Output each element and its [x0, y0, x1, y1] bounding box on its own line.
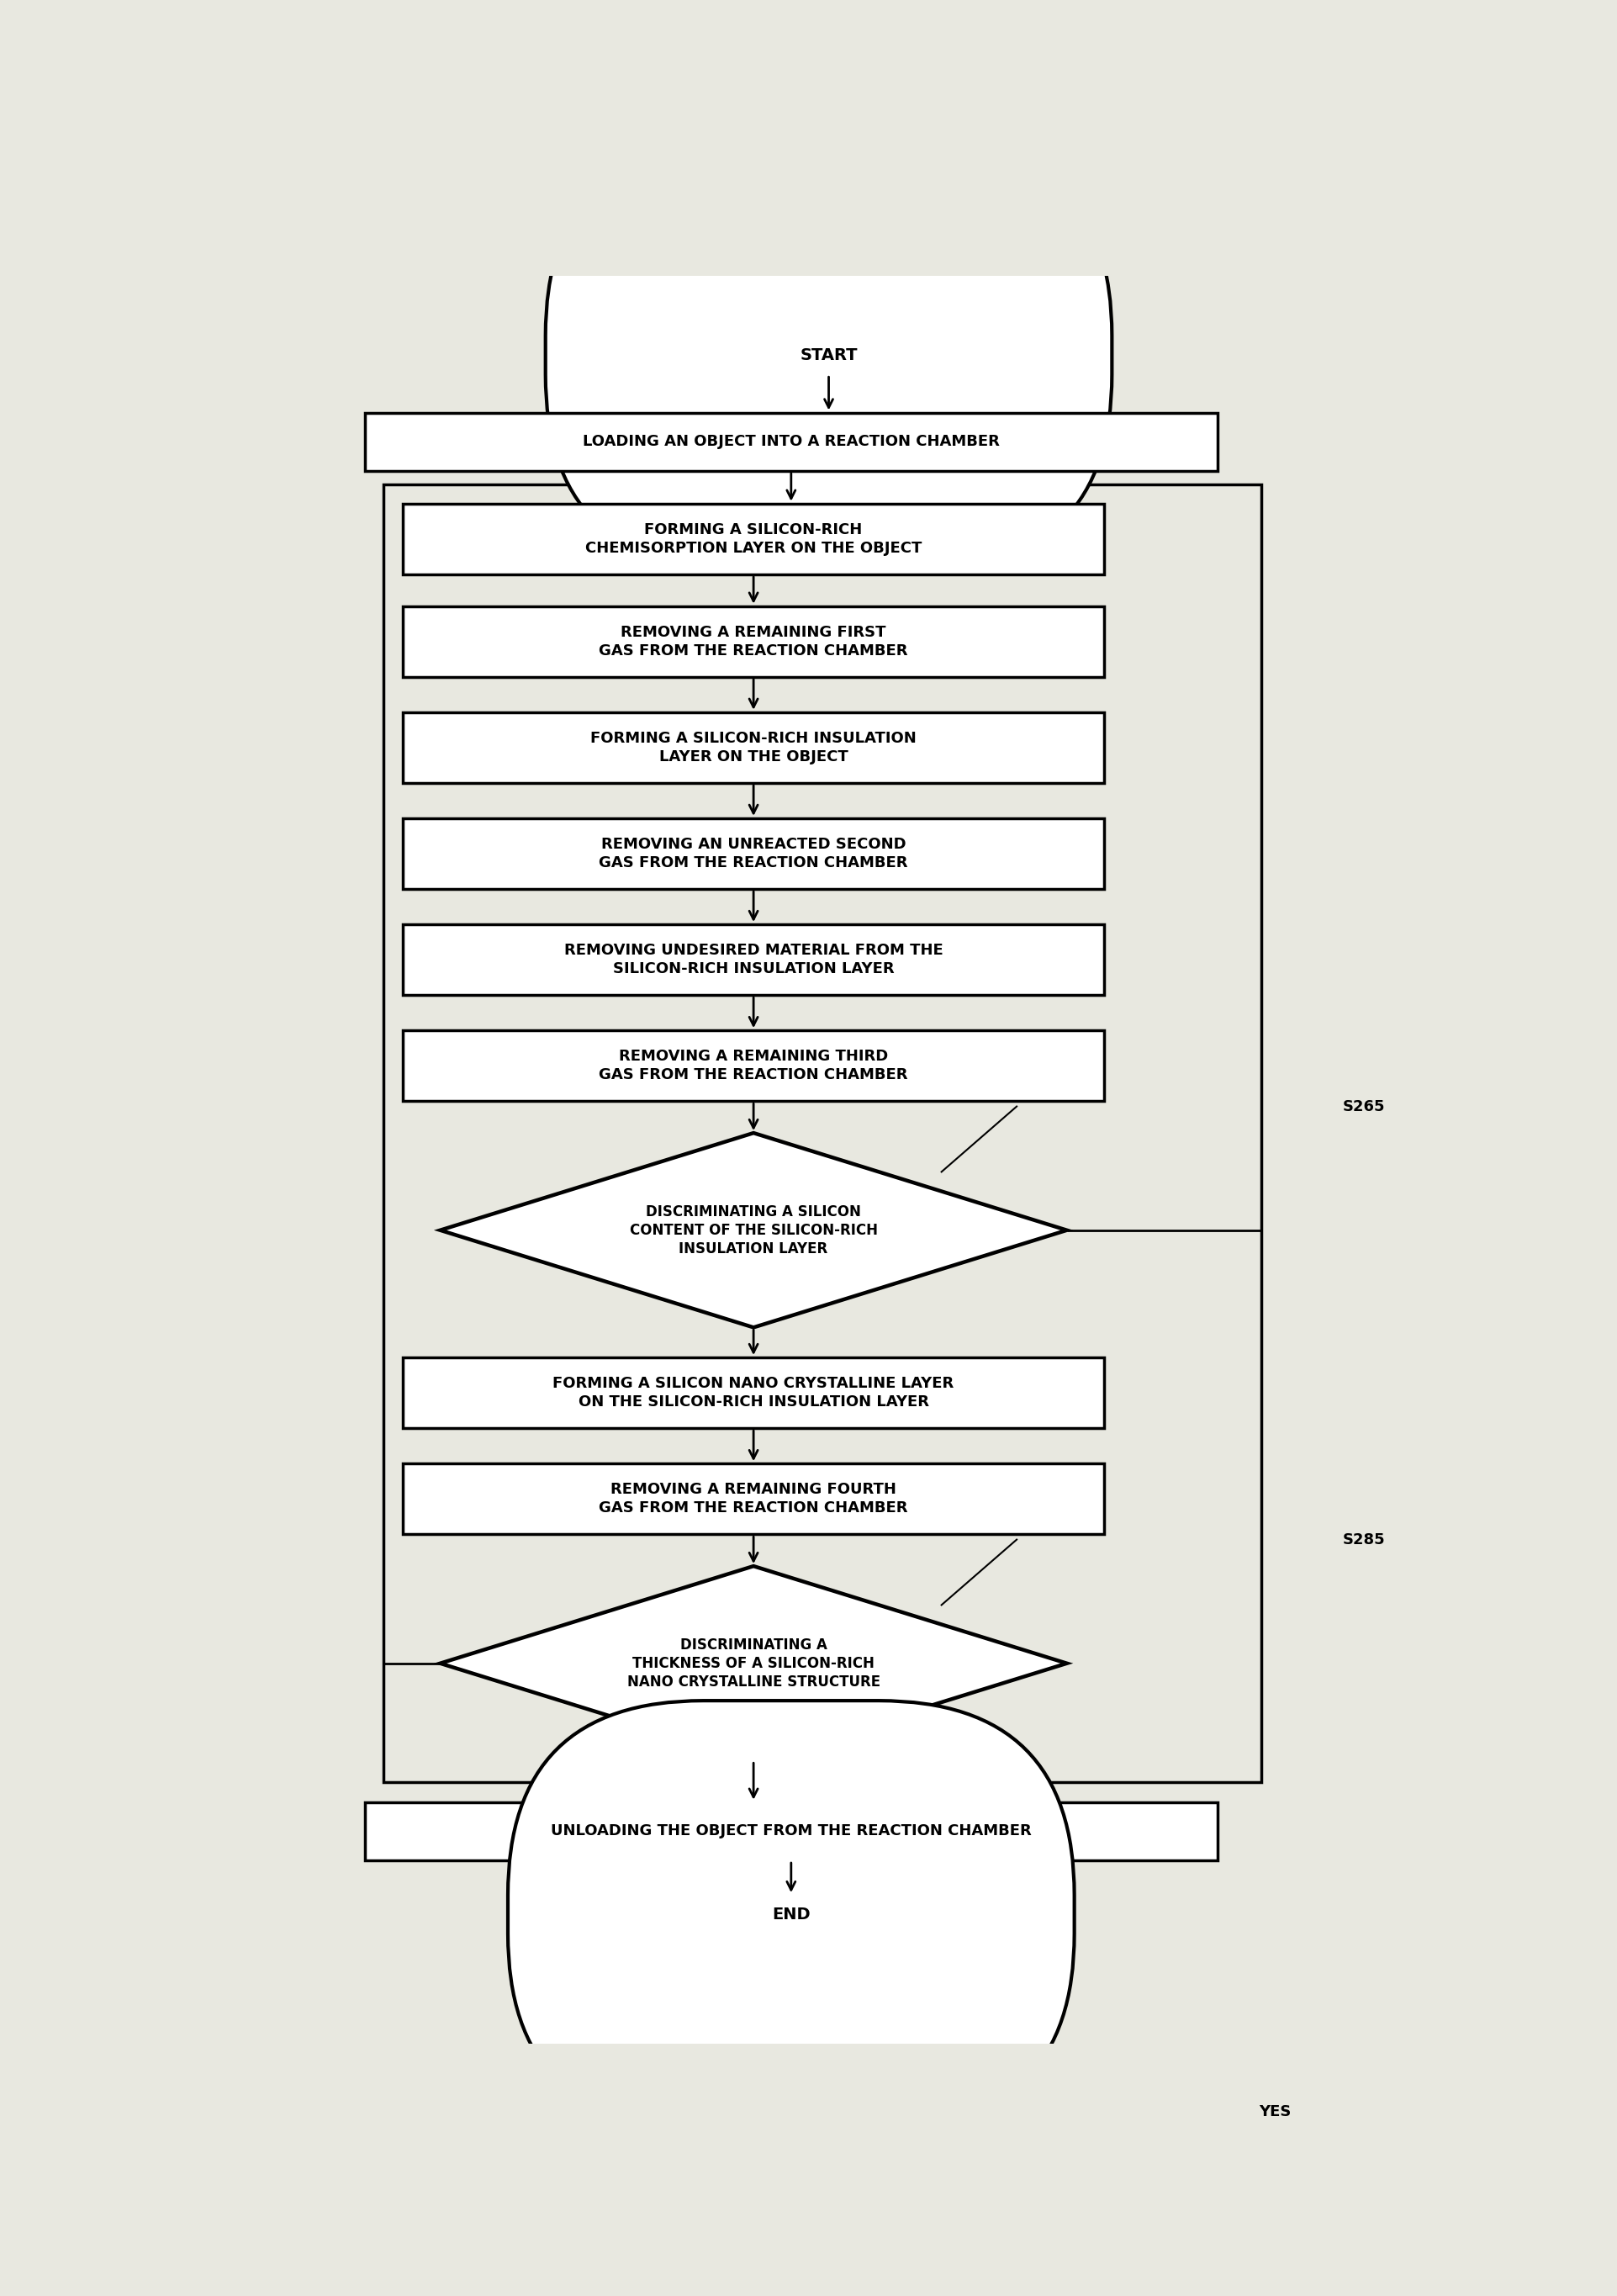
Text: REMOVING A REMAINING THIRD
GAS FROM THE REACTION CHAMBER: REMOVING A REMAINING THIRD GAS FROM THE …	[598, 1049, 909, 1084]
Bar	[403, 925, 1104, 994]
Text: REMOVING A REMAINING FIRST
GAS FROM THE REACTION CHAMBER: REMOVING A REMAINING FIRST GAS FROM THE …	[598, 625, 909, 659]
Text: LOADING AN OBJECT INTO A REACTION CHAMBER: LOADING AN OBJECT INTO A REACTION CHAMBE…	[582, 434, 999, 450]
Text: YES: YES	[1258, 2105, 1290, 2119]
Text: REMOVING AN UNREACTED SECOND
GAS FROM THE REACTION CHAMBER: REMOVING AN UNREACTED SECOND GAS FROM TH…	[598, 836, 909, 870]
Bar	[365, 1802, 1218, 1860]
Text: DISCRIMINATING A SILICON
CONTENT OF THE SILICON-RICH
INSULATION LAYER: DISCRIMINATING A SILICON CONTENT OF THE …	[629, 1203, 878, 1256]
Text: FORMING A SILICON-RICH INSULATION
LAYER ON THE OBJECT: FORMING A SILICON-RICH INSULATION LAYER …	[590, 730, 917, 765]
Text: DISCRIMINATING A
THICKNESS OF A SILICON-RICH
NANO CRYSTALLINE STRUCTURE: DISCRIMINATING A THICKNESS OF A SILICON-…	[627, 1637, 880, 1690]
FancyBboxPatch shape	[545, 142, 1112, 569]
Polygon shape	[440, 1566, 1067, 1761]
Bar	[403, 606, 1104, 677]
Bar	[383, 484, 1261, 1782]
Text: START: START	[800, 347, 857, 363]
Bar	[403, 1463, 1104, 1534]
Bar	[403, 1357, 1104, 1428]
Text: FORMING A SILICON-RICH
CHEMISORPTION LAYER ON THE OBJECT: FORMING A SILICON-RICH CHEMISORPTION LAY…	[585, 521, 922, 556]
Bar	[403, 817, 1104, 889]
Bar	[403, 712, 1104, 783]
Text: S285: S285	[1342, 1531, 1386, 1548]
Text: S265: S265	[1342, 1100, 1386, 1114]
Text: REMOVING A REMAINING FOURTH
GAS FROM THE REACTION CHAMBER: REMOVING A REMAINING FOURTH GAS FROM THE…	[598, 1481, 909, 1515]
Text: UNLOADING THE OBJECT FROM THE REACTION CHAMBER: UNLOADING THE OBJECT FROM THE REACTION C…	[551, 1823, 1032, 1839]
Bar	[403, 503, 1104, 574]
Text: FORMING A SILICON NANO CRYSTALLINE LAYER
ON THE SILICON-RICH INSULATION LAYER: FORMING A SILICON NANO CRYSTALLINE LAYER…	[553, 1375, 954, 1410]
Polygon shape	[440, 1132, 1067, 1327]
Text: REMOVING UNDESIRED MATERIAL FROM THE
SILICON-RICH INSULATION LAYER: REMOVING UNDESIRED MATERIAL FROM THE SIL…	[564, 944, 943, 976]
Text: END: END	[771, 1906, 810, 1922]
Bar	[365, 413, 1218, 471]
FancyBboxPatch shape	[508, 1701, 1074, 2128]
Bar	[403, 1031, 1104, 1102]
